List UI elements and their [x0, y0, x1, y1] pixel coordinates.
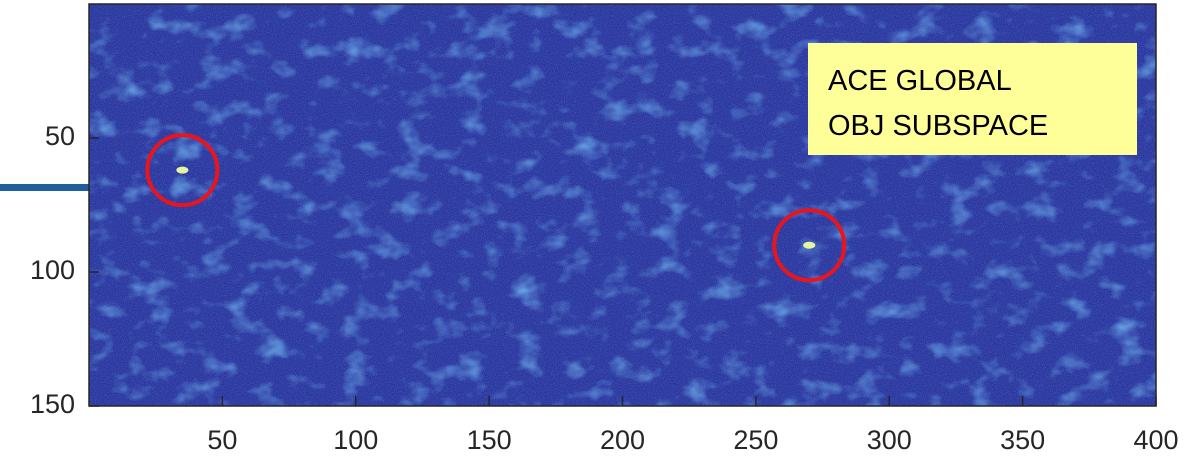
- y-tick-label: 50: [45, 121, 75, 151]
- annotation-line: ACE GLOBAL: [828, 65, 1012, 97]
- x-tick-label: 50: [207, 425, 237, 455]
- annotation-line: OBJ SUBSPACE: [828, 110, 1048, 142]
- detection-spot: [176, 167, 188, 174]
- x-tick-label: 400: [1133, 425, 1178, 455]
- chart: ACE GLOBAL OBJ SUBSPACE 50 100 150 200 250 30…: [0, 0, 1194, 465]
- side-bar: [0, 184, 89, 191]
- x-tick-label: 200: [600, 425, 645, 455]
- y-tick-label: 150: [30, 389, 75, 419]
- x-tick-label: 350: [1000, 425, 1045, 455]
- detection-spot: [803, 242, 815, 249]
- x-tick-label: 100: [333, 425, 378, 455]
- y-tick-label: 100: [30, 255, 75, 285]
- page: {"chart_data": {"type": "image", "xlim":…: [0, 0, 1194, 465]
- x-tick-label: 300: [867, 425, 912, 455]
- x-tick-label: 250: [733, 425, 778, 455]
- x-tick-label: 150: [467, 425, 512, 455]
